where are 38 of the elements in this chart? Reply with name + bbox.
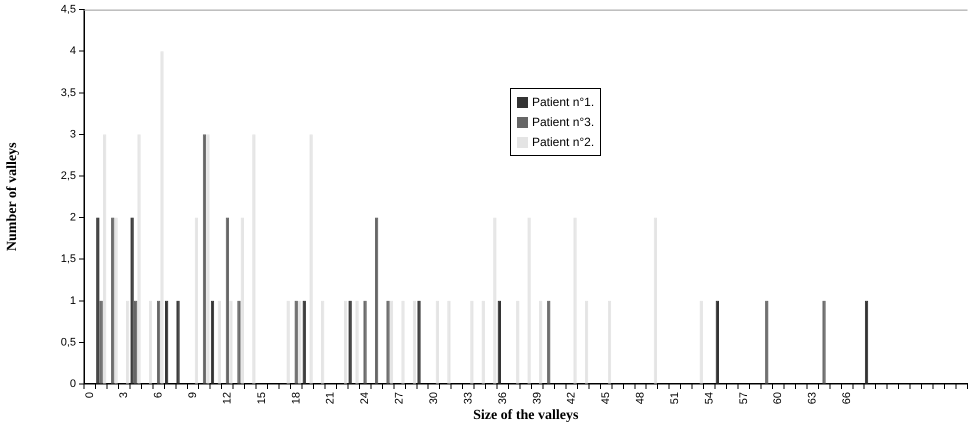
x-tick-label: 54	[703, 392, 716, 404]
x-tick-label: 45	[600, 392, 612, 404]
y-tick-label: 4,5	[60, 4, 76, 16]
x-tick-label: 33	[462, 392, 474, 404]
x-tick-label: 27	[394, 392, 406, 404]
legend-label: Patient n°3.	[532, 114, 594, 131]
x-tick-label: 3	[118, 392, 130, 398]
y-tick-label: 1,5	[60, 253, 76, 266]
x-tick-label: 39	[531, 392, 544, 404]
x-tick-label: 57	[738, 392, 750, 404]
x-tick-label: 36	[496, 392, 509, 404]
x-tick-label: 0	[84, 392, 96, 398]
y-tick-label: 2	[70, 212, 76, 224]
x-tick-label: 12	[221, 392, 234, 404]
x-tick-label: 24	[359, 392, 372, 404]
x-axis-title: Size of the valleys	[473, 408, 579, 424]
legend-label: Patient n°2.	[532, 134, 594, 151]
y-tick-label: 1	[70, 294, 76, 307]
x-tick-label: 21	[324, 392, 337, 404]
y-tick-label: 0,5	[60, 336, 76, 348]
x-tick-label: 9	[187, 392, 200, 398]
x-tick-label: 30	[428, 392, 440, 404]
x-tick-label: 51	[668, 392, 681, 404]
x-tick-label: 6	[152, 392, 165, 398]
x-tick-label: 48	[634, 392, 647, 404]
x-tick-label: 63	[806, 392, 819, 404]
y-tick-label: 3,5	[60, 86, 76, 99]
x-tick-label: 42	[566, 392, 578, 404]
legend-label: Patient n°1.	[532, 94, 594, 111]
x-tick-label: 66	[841, 392, 854, 404]
x-tick-label: 60	[772, 392, 784, 404]
y-tick-label: 4	[70, 45, 76, 58]
y-tick-label: 3	[70, 128, 76, 140]
y-axis-title: Number of valleys	[5, 142, 20, 252]
x-tick-label: 18	[290, 392, 302, 404]
y-tick-label: 2,5	[60, 170, 76, 182]
y-tick-label: 0	[70, 378, 76, 390]
x-tick-label: 15	[256, 392, 268, 404]
